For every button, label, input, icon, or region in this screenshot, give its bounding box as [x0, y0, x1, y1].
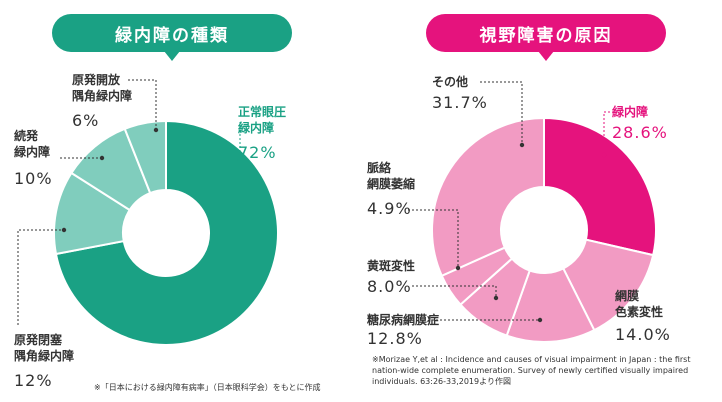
slice-value-secondary: 10%	[14, 169, 53, 188]
leader-dot-7	[493, 295, 499, 301]
visual-field-causes-title-text: 視野障害の原因	[479, 25, 613, 46]
leader-dot-5	[519, 142, 525, 148]
leader-dot-2	[99, 155, 105, 161]
slice-value-other: 31.7%	[432, 93, 488, 112]
leader-line-5	[480, 81, 523, 145]
leader-line-6	[408, 209, 459, 268]
left-chart-source-note: ※「日本における緑内障有病率」（日本眼科学会）をもとに作成	[94, 383, 321, 392]
leader-dot-3	[61, 227, 67, 233]
slice-label-primary-angle-closure: 原発閉塞 隅角緑内障	[14, 333, 75, 363]
glaucoma-types-slice-3	[123, 119, 167, 195]
visual-field-causes-slice-1	[561, 238, 655, 332]
slice-value-chorioretinal-atrophy: 4.9%	[367, 199, 412, 218]
slice-value-normal-tension: 72%	[238, 143, 277, 162]
slice-label-chorioretinal-atrophy: 脈絡 網膜萎縮	[367, 161, 416, 191]
visual-field-causes-slice-0	[543, 116, 657, 257]
slice-value-retinitis-pigmentosa: 14.0%	[615, 325, 671, 344]
slice-value-macular-degeneration: 8.0%	[367, 277, 412, 296]
slice-label-secondary: 続発 緑内障	[14, 129, 51, 159]
slice-value-primary-angle-closure: 12%	[14, 371, 53, 390]
leader-dot-6	[455, 265, 461, 271]
slice-label-primary-open-angle: 原発開放 隅角緑内障	[72, 73, 133, 103]
slice-value-glaucoma: 28.6%	[612, 123, 668, 142]
glaucoma-types-donut	[53, 119, 279, 346]
leader-line-7	[412, 285, 497, 298]
leader-dot-8	[537, 317, 543, 323]
slice-label-retinitis-pigmentosa: 網膜 色素変性	[615, 289, 664, 319]
visual-field-causes-donut	[431, 116, 657, 343]
leader-line-4	[603, 111, 614, 155]
title-pointer	[164, 51, 180, 61]
slice-label-diabetic-retinopathy: 糖尿病網膜症	[367, 313, 440, 327]
glaucoma-types-title: 緑内障の種類	[52, 14, 292, 61]
visual-field-causes-title: 視野障害の原因	[426, 14, 666, 61]
slice-label-macular-degeneration: 黄斑変性	[367, 259, 416, 273]
slice-label-other: その他	[432, 75, 469, 89]
right-chart-source-note: ※Morizae Y,et al : Incidence and causes …	[372, 355, 691, 386]
leader-lines	[17, 79, 614, 325]
leader-line-1	[128, 79, 157, 130]
glaucoma-types-title-text: 緑内障の種類	[115, 25, 229, 46]
title-pointer	[538, 51, 554, 61]
leader-dot-4	[601, 152, 607, 158]
glaucoma-types-slice-0	[54, 119, 279, 346]
slice-value-primary-open-angle: 6%	[72, 111, 100, 130]
visual-field-causes-slice-5	[431, 116, 545, 278]
slice-label-normal-tension: 正常眼圧 緑内障	[238, 105, 287, 135]
leader-line-3	[17, 229, 64, 325]
leader-dot-1	[153, 127, 159, 133]
slice-label-glaucoma: 緑内障	[612, 105, 649, 119]
leader-dot-0	[237, 157, 243, 163]
slice-value-diabetic-retinopathy: 12.8%	[367, 329, 423, 348]
